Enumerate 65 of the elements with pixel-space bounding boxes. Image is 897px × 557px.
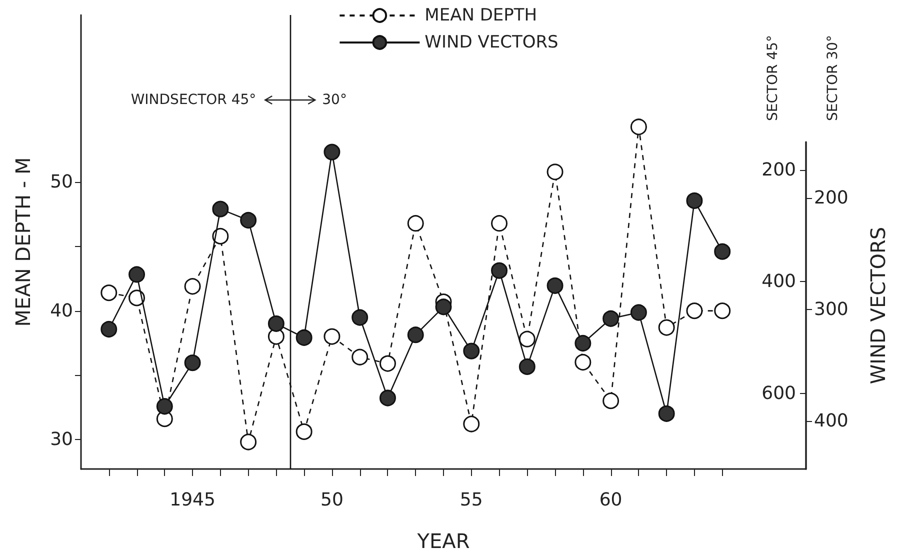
point — [407, 326, 424, 344]
point — [686, 302, 703, 320]
point — [212, 200, 229, 218]
point — [602, 392, 620, 410]
point — [686, 192, 703, 209]
x-tick-label: 50 — [320, 490, 344, 510]
point — [658, 319, 675, 336]
point — [296, 329, 312, 346]
point — [463, 342, 480, 360]
point — [546, 277, 564, 294]
x-tick-label: 55 — [460, 490, 483, 510]
y2-tick-label: 200 — [762, 159, 796, 180]
y-axis-title: MEAN DEPTH - M — [11, 157, 35, 327]
point — [240, 434, 257, 450]
point — [407, 215, 424, 232]
x-tick-label: 1945 — [170, 490, 216, 510]
y2-tick-label: 600 — [762, 383, 796, 404]
point — [324, 328, 340, 345]
point — [463, 416, 480, 432]
y-tick-label: 30 — [50, 428, 73, 450]
y3-tick-label: 400 — [814, 410, 848, 432]
point — [630, 304, 647, 321]
legend-label: WIND VECTORS — [424, 32, 558, 52]
point — [240, 212, 257, 228]
point — [212, 228, 229, 244]
x-tick-label: 60 — [599, 490, 622, 510]
text: SECTOR 30° — [825, 34, 841, 122]
point — [156, 398, 173, 415]
point — [714, 302, 731, 320]
point — [100, 321, 118, 338]
point — [518, 358, 536, 375]
annotation: SECTOR 45° — [765, 34, 781, 122]
point — [296, 423, 312, 440]
point — [630, 118, 647, 136]
annotation: 30° — [322, 92, 347, 108]
y2-tick-label: 400 — [762, 271, 796, 292]
point — [518, 330, 536, 348]
point — [324, 144, 340, 160]
point — [379, 390, 396, 406]
x-axis-title: YEAR — [416, 529, 470, 553]
point — [714, 243, 731, 260]
point — [268, 315, 284, 332]
point — [352, 309, 368, 326]
point — [574, 354, 592, 370]
point — [658, 405, 675, 422]
point — [379, 355, 396, 372]
point — [184, 354, 201, 372]
y3-tick-label: 300 — [814, 298, 848, 320]
point — [128, 290, 146, 306]
point — [100, 284, 118, 302]
point — [128, 266, 146, 283]
annotation: WINDSECTOR 45° — [130, 92, 256, 108]
point — [546, 164, 564, 180]
point — [435, 298, 452, 316]
point — [184, 278, 201, 295]
point — [491, 262, 508, 279]
y-tick-label: 40 — [50, 300, 73, 322]
point — [602, 310, 620, 327]
point — [491, 215, 508, 232]
legend-label: MEAN DEPTH — [424, 6, 538, 26]
point — [352, 348, 368, 366]
point — [574, 334, 592, 352]
y3-tick-label: 200 — [814, 187, 848, 208]
y-tick-label: 50 — [50, 172, 73, 193]
y2-axis-title: WIND VECTORS — [866, 226, 890, 384]
